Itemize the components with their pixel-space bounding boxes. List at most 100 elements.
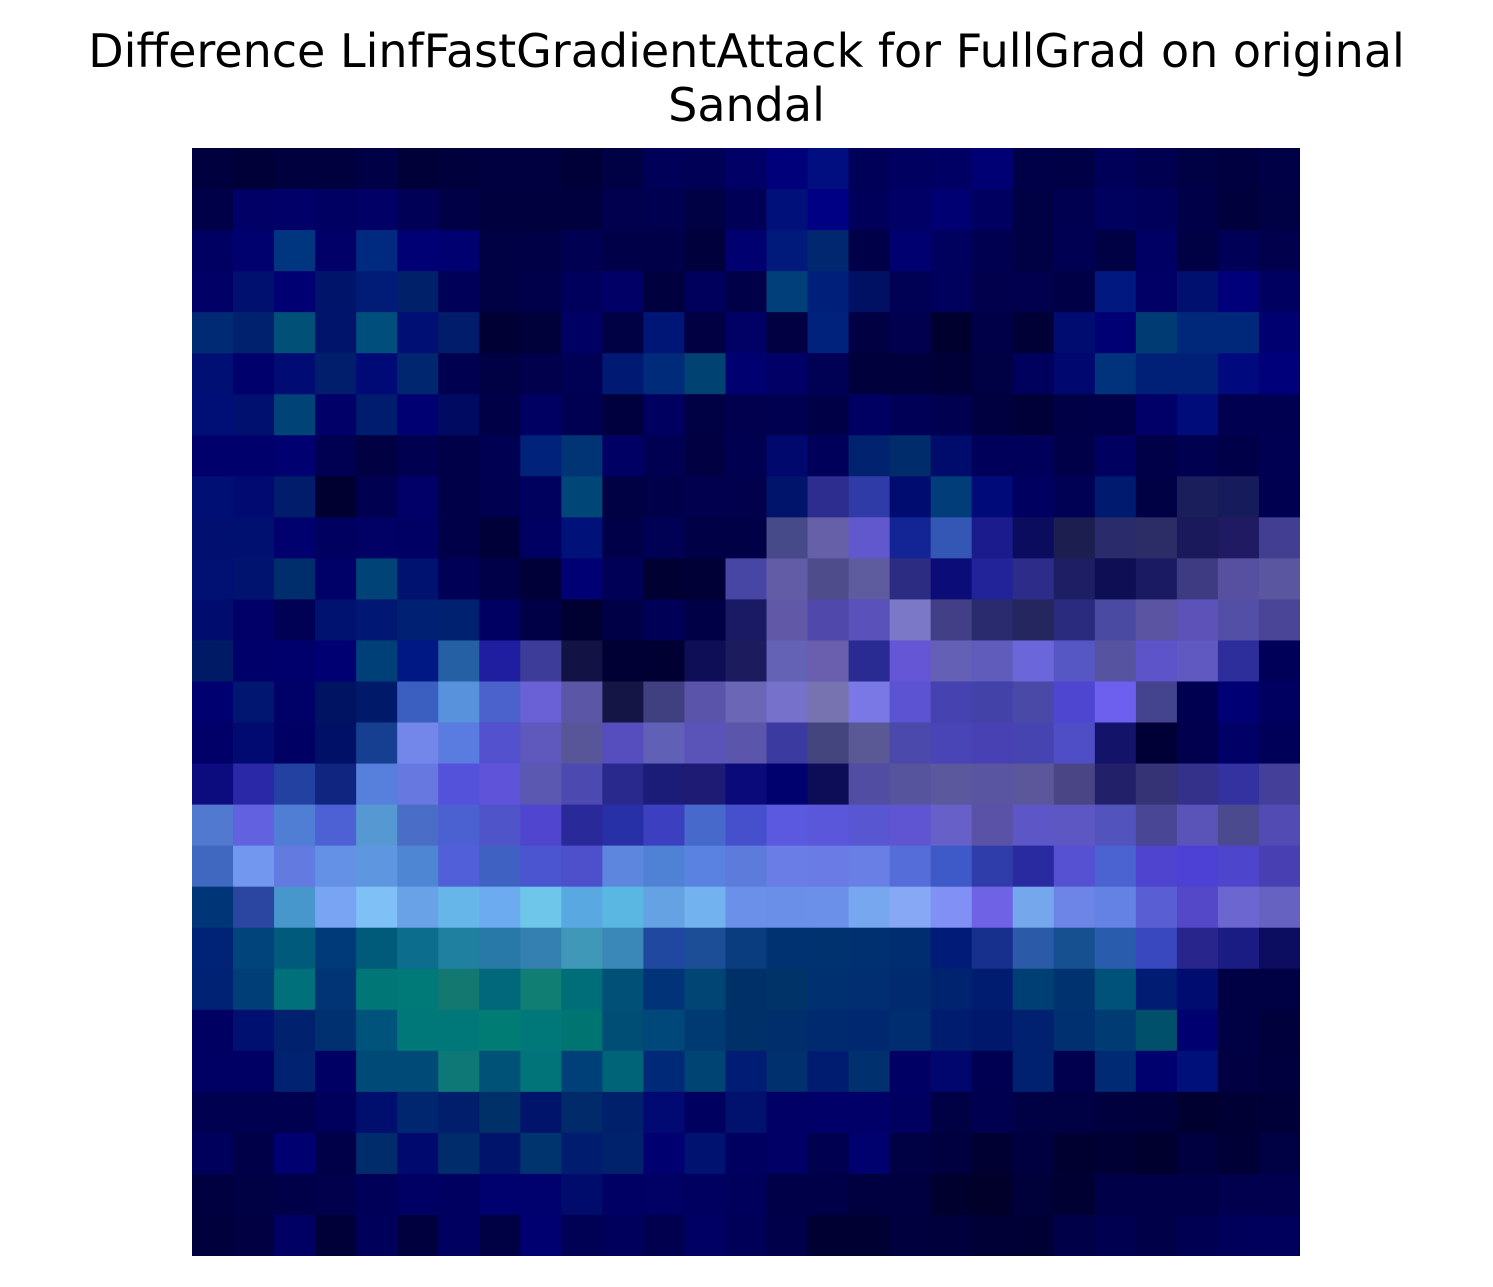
heatmap-cell-r3-c12	[684, 271, 727, 313]
heatmap-cell-r10-c3	[315, 558, 357, 601]
heatmap-cell-r21-c5	[397, 1009, 439, 1052]
heatmap-cell-r11-c18	[930, 599, 973, 642]
heatmap-cell-r1-c14	[766, 189, 809, 231]
heatmap-cell-r19-c18	[930, 927, 973, 970]
heatmap-cell-r16-c1	[233, 804, 275, 847]
heatmap-cell-r18-c26	[1258, 886, 1300, 929]
heatmap-cell-r17-c23	[1135, 845, 1178, 888]
heatmap-cell-r22-c17	[889, 1050, 932, 1093]
heatmap-cell-r18-c17	[889, 886, 932, 929]
heatmap-cell-r4-c2	[274, 312, 316, 354]
heatmap-cell-r21-c4	[356, 1009, 398, 1052]
heatmap-cell-r13-c6	[438, 681, 480, 724]
heatmap-cell-r15-c3	[315, 763, 357, 806]
heatmap-cell-r25-c7	[479, 1173, 521, 1216]
heatmap-cell-r0-c25	[1217, 148, 1260, 190]
heatmap-cell-r18-c22	[1094, 886, 1137, 929]
heatmap-cell-r3-c10	[602, 271, 645, 313]
heatmap-cell-r14-c3	[315, 722, 357, 765]
heatmap-cell-r2-c1	[233, 230, 275, 272]
heatmap-cell-r1-c7	[479, 189, 521, 231]
heatmap-cell-r20-c5	[397, 968, 439, 1011]
heatmap-cell-r22-c15	[807, 1050, 850, 1093]
heatmap-cell-r2-c6	[438, 230, 480, 272]
heatmap-cell-r12-c13	[725, 640, 768, 683]
heatmap-cell-r13-c16	[848, 681, 891, 724]
heatmap-cell-r7-c7	[479, 435, 521, 477]
heatmap-cell-r2-c20	[1012, 230, 1055, 272]
heatmap-cell-r16-c9	[561, 804, 603, 847]
heatmap-cell-r18-c19	[971, 886, 1014, 929]
heatmap-cell-r7-c23	[1135, 435, 1178, 477]
heatmap-cell-r0-c3	[315, 148, 357, 190]
heatmap-cell-r15-c2	[274, 763, 316, 806]
heatmap-cell-r2-c23	[1135, 230, 1178, 272]
heatmap-cell-r6-c25	[1217, 394, 1260, 436]
heatmap-cell-r2-c14	[766, 230, 809, 272]
heatmap-cell-r5-c19	[971, 353, 1014, 395]
heatmap-cell-r11-c7	[479, 599, 521, 642]
heatmap-cell-r18-c9	[561, 886, 603, 929]
heatmap-cell-r10-c18	[930, 558, 973, 601]
heatmap-cell-r26-c19	[971, 1214, 1014, 1256]
heatmap-cell-r14-c19	[971, 722, 1014, 765]
heatmap-cell-r12-c21	[1053, 640, 1096, 683]
heatmap-cell-r20-c7	[479, 968, 521, 1011]
heatmap-cell-r16-c7	[479, 804, 521, 847]
heatmap-cell-r17-c9	[561, 845, 603, 888]
heatmap-cell-r8-c26	[1258, 476, 1300, 518]
heatmap-cell-r18-c25	[1217, 886, 1260, 929]
heatmap-cell-r16-c5	[397, 804, 439, 847]
heatmap-cell-r21-c26	[1258, 1009, 1300, 1052]
heatmap-cell-r1-c22	[1094, 189, 1137, 231]
heatmap-cell-r17-c22	[1094, 845, 1137, 888]
heatmap-cell-r8-c12	[684, 476, 727, 518]
heatmap-cell-r16-c25	[1217, 804, 1260, 847]
heatmap-cell-r26-c13	[725, 1214, 768, 1256]
heatmap-cell-r10-c12	[684, 558, 727, 601]
heatmap-cell-r14-c10	[602, 722, 645, 765]
heatmap-cell-r4-c5	[397, 312, 439, 354]
heatmap-cell-r23-c13	[725, 1091, 768, 1134]
heatmap-cell-r10-c26	[1258, 558, 1300, 601]
heatmap-svg	[192, 148, 1300, 1256]
heatmap-cell-r14-c5	[397, 722, 439, 765]
heatmap-cell-r14-c6	[438, 722, 480, 765]
heatmap-cell-r6-c24	[1176, 394, 1219, 436]
heatmap-cell-r6-c11	[643, 394, 686, 436]
heatmap-cell-r7-c25	[1217, 435, 1260, 477]
heatmap-cell-r15-c17	[889, 763, 932, 806]
heatmap-cell-r17-c19	[971, 845, 1014, 888]
heatmap-cell-r2-c19	[971, 230, 1014, 272]
heatmap-cell-r15-c21	[1053, 763, 1096, 806]
heatmap-cell-r26-c7	[479, 1214, 521, 1256]
heatmap-cell-r23-c2	[274, 1091, 316, 1134]
heatmap-cell-r4-c15	[807, 312, 850, 354]
heatmap-cell-r8-c0	[192, 476, 234, 518]
heatmap-cell-r20-c24	[1176, 968, 1219, 1011]
heatmap-cell-r9-c4	[356, 517, 398, 559]
chart-title-line-2: Sandal	[668, 78, 825, 132]
heatmap-cell-r7-c21	[1053, 435, 1096, 477]
heatmap-cell-r9-c0	[192, 517, 234, 559]
heatmap-cell-r10-c1	[233, 558, 275, 601]
heatmap-cell-r12-c1	[233, 640, 275, 683]
heatmap-cell-r19-c6	[438, 927, 480, 970]
heatmap-cell-r7-c0	[192, 435, 234, 477]
heatmap-cell-r13-c2	[274, 681, 316, 724]
heatmap-cell-r7-c12	[684, 435, 727, 477]
heatmap-cell-r9-c16	[848, 517, 891, 559]
heatmap-cell-r17-c18	[930, 845, 973, 888]
heatmap-cell-r26-c6	[438, 1214, 480, 1256]
heatmap-cell-r0-c8	[520, 148, 562, 190]
heatmap-cell-r5-c6	[438, 353, 480, 395]
heatmap-cell-r21-c13	[725, 1009, 768, 1052]
heatmap-cell-r11-c22	[1094, 599, 1137, 642]
heatmap-cell-r13-c10	[602, 681, 645, 724]
heatmap-cell-r6-c18	[930, 394, 973, 436]
heatmap-cell-r21-c24	[1176, 1009, 1219, 1052]
heatmap-cell-r25-c23	[1135, 1173, 1178, 1216]
heatmap-cell-r26-c0	[192, 1214, 234, 1256]
heatmap-cell-r7-c11	[643, 435, 686, 477]
heatmap-cell-r8-c9	[561, 476, 603, 518]
